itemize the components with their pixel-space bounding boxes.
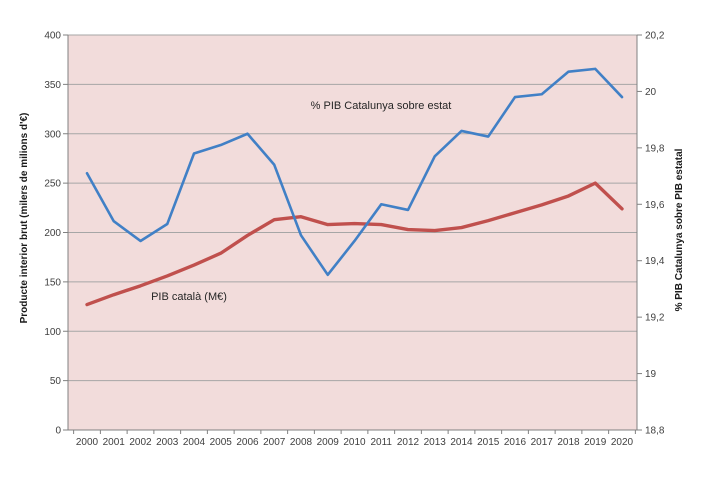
left-tick-label: 0 — [55, 426, 61, 437]
left-tick-label: 150 — [44, 277, 61, 288]
left-tick-label: 200 — [44, 228, 61, 239]
right-tick-label: 18,8 — [645, 426, 665, 437]
x-tick-label: 2018 — [557, 437, 580, 448]
x-tick-label: 2003 — [156, 437, 179, 448]
x-tick-label: 2009 — [317, 437, 340, 448]
left-tick-label: 400 — [44, 31, 61, 42]
x-tick-label: 2002 — [129, 437, 152, 448]
left-tick-label: 250 — [44, 179, 61, 190]
x-tick-label: 2016 — [504, 437, 527, 448]
left-axis-title: Producte interior brut (milers de milion… — [19, 113, 30, 324]
right-tick-label: 20,2 — [645, 31, 665, 42]
right-axis-title: % PIB Catalunya sobre PIB estatal — [674, 148, 685, 311]
x-tick-label: 2008 — [290, 437, 313, 448]
x-tick-label: 2013 — [424, 437, 447, 448]
x-tick-label: 2017 — [531, 437, 554, 448]
plot-area: 0 50 100 150 200 250 300 350 400 18,8 19 19,2 19,4 19… — [44, 31, 665, 449]
left-tick-label: 100 — [44, 327, 61, 338]
x-tick-label: 2014 — [450, 437, 473, 448]
x-tick-label: 2010 — [343, 437, 366, 448]
right-tick-label: 19,8 — [645, 143, 665, 154]
series-label-pib-line: PIB català (M€) — [151, 291, 227, 303]
right-tick-label: 19,2 — [645, 313, 665, 324]
left-tick-label: 300 — [44, 129, 61, 140]
series-label-percent-line: % PIB Catalunya sobre estat — [311, 100, 452, 112]
left-tick-label: 350 — [44, 80, 61, 91]
x-tick-label: 2001 — [103, 437, 126, 448]
x-tick-label: 2011 — [370, 437, 392, 448]
right-tick-label: 19,6 — [645, 200, 665, 211]
x-tick-label: 2015 — [477, 437, 500, 448]
series-line-0 — [85, 181, 624, 307]
x-tick-label: 2020 — [611, 437, 634, 448]
series-line-1 — [85, 67, 624, 277]
x-tick-label: 2006 — [236, 437, 259, 448]
left-tick-label: 50 — [50, 376, 62, 387]
x-tick-label: 2012 — [397, 437, 420, 448]
x-tick-label: 2000 — [76, 437, 99, 448]
right-tick-label: 19,4 — [645, 256, 665, 267]
x-tick-label: 2019 — [584, 437, 607, 448]
right-tick-label: 20 — [645, 87, 657, 98]
x-tick-label: 2005 — [210, 437, 233, 448]
x-tick-label: 2004 — [183, 437, 206, 448]
x-tick-label: 2007 — [263, 437, 286, 448]
right-tick-label: 19 — [645, 369, 657, 380]
